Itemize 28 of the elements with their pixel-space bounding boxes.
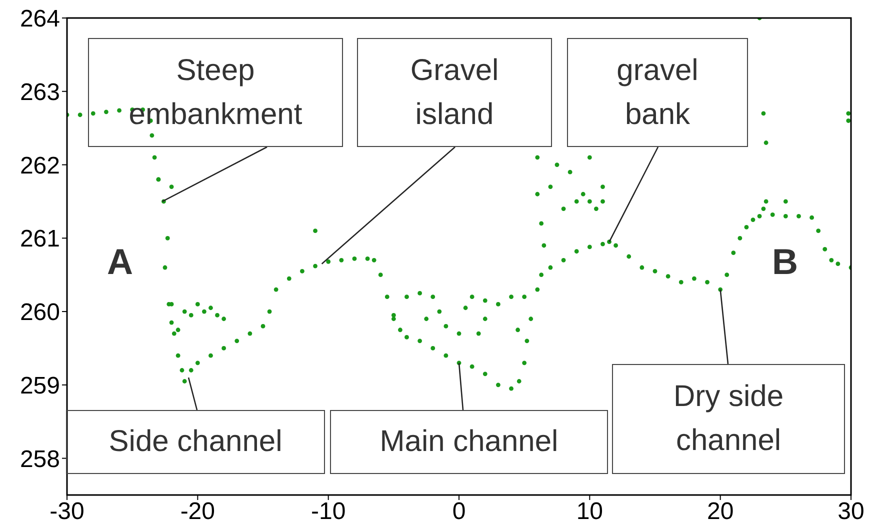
y-tick-label: 261 [20,226,60,253]
x-tick-label: 10 [576,498,604,526]
x-tick-label: -30 [50,498,84,526]
callout-box: Main channel [330,410,608,474]
x-tick-label: 0 [452,498,466,526]
annotation: Main channel [378,424,560,460]
callout-box: Side channel [66,410,325,474]
x-tick-label: -10 [310,498,346,526]
callout-box: Steep embankment [88,38,343,147]
callout-box: Dry side channel [612,364,845,474]
x-tick-label: -20 [180,498,216,526]
y-tick-label: 259 [20,372,60,400]
annotation: B [771,240,799,284]
y-tick-label: 263 [20,78,60,106]
y-tick-label: 260 [20,299,60,326]
annotation: A [106,240,134,284]
annotation: Side channel [108,424,284,460]
annotation: Steep embankment [128,52,304,132]
y-tick-label: 264 [20,6,60,33]
callout-box: gravel bank [567,38,748,147]
x-tick-label: 20 [706,498,734,526]
annotation: Dry side channel [672,379,785,459]
annotation: Gravel island [409,52,500,132]
y-tick-label: 258 [20,446,60,473]
callout-box: Gravel island [357,38,552,147]
x-tick-label: 30 [838,498,864,526]
annotation: gravel bank [616,52,700,132]
y-tick-label: 262 [20,152,60,180]
